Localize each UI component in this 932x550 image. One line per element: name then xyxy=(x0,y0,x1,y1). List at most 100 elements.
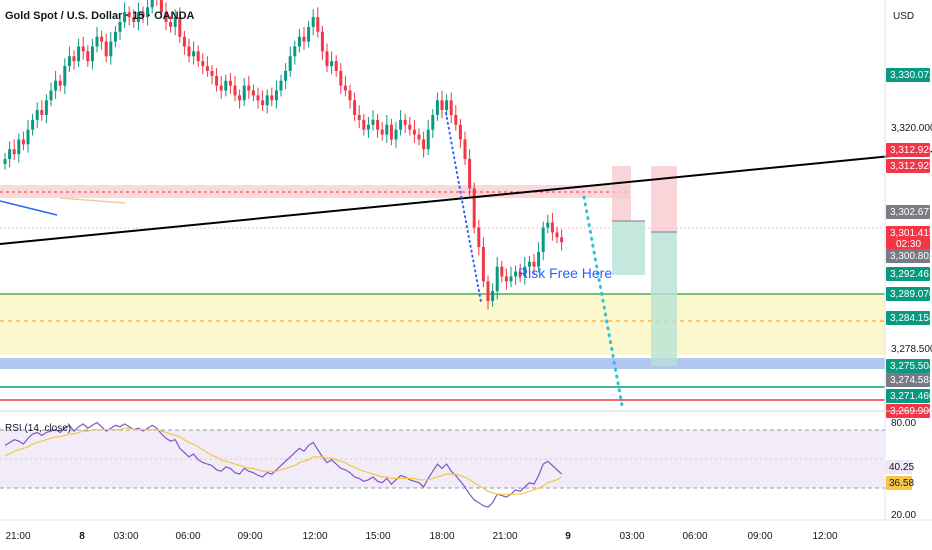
candle[interactable] xyxy=(357,105,361,129)
candle[interactable] xyxy=(449,92,453,124)
candle[interactable] xyxy=(297,28,301,53)
candle[interactable] xyxy=(178,7,182,43)
candle[interactable] xyxy=(256,87,260,109)
candle[interactable] xyxy=(113,25,117,48)
candle[interactable] xyxy=(72,50,76,70)
black-trend-line[interactable] xyxy=(0,151,932,245)
candle[interactable] xyxy=(334,55,338,77)
candles-group[interactable] xyxy=(3,0,564,310)
rsi-lines[interactable] xyxy=(4,421,563,508)
rsi-ma-line[interactable] xyxy=(4,427,562,495)
candle[interactable] xyxy=(31,114,35,136)
candle[interactable] xyxy=(555,226,559,244)
candle[interactable] xyxy=(173,9,177,36)
candle[interactable] xyxy=(270,87,274,107)
position-1-stop[interactable] xyxy=(612,166,631,221)
candle[interactable] xyxy=(58,74,62,92)
candle[interactable] xyxy=(518,263,522,283)
blue-trend-line[interactable] xyxy=(0,200,58,216)
candle[interactable] xyxy=(118,14,122,41)
candle[interactable] xyxy=(109,31,113,65)
candle[interactable] xyxy=(403,114,407,134)
candle[interactable] xyxy=(288,46,292,77)
candle[interactable] xyxy=(215,68,219,92)
candle[interactable] xyxy=(458,118,462,148)
candle[interactable] xyxy=(136,2,140,31)
candle[interactable] xyxy=(495,256,499,300)
candle[interactable] xyxy=(454,105,458,131)
candle[interactable] xyxy=(302,26,306,50)
candle[interactable] xyxy=(376,114,380,138)
candle[interactable] xyxy=(86,45,90,68)
candle[interactable] xyxy=(330,51,334,75)
candle[interactable] xyxy=(242,77,246,107)
candle[interactable] xyxy=(560,229,564,251)
candle[interactable] xyxy=(550,212,554,241)
candle[interactable] xyxy=(284,63,288,90)
candle[interactable] xyxy=(228,72,232,94)
candle[interactable] xyxy=(238,89,242,109)
candle[interactable] xyxy=(26,119,30,153)
candle[interactable] xyxy=(394,121,398,148)
candle[interactable] xyxy=(500,260,504,283)
candle[interactable] xyxy=(408,116,412,136)
candle[interactable] xyxy=(81,36,85,60)
candle[interactable] xyxy=(164,2,168,31)
candle[interactable] xyxy=(380,121,384,141)
candle[interactable] xyxy=(389,118,393,146)
candle[interactable] xyxy=(311,9,315,36)
candle[interactable] xyxy=(141,6,145,23)
candle[interactable] xyxy=(146,0,150,26)
candle[interactable] xyxy=(201,53,205,75)
candle[interactable] xyxy=(532,253,536,275)
candle[interactable] xyxy=(348,84,352,109)
candle[interactable] xyxy=(261,90,265,112)
candle[interactable] xyxy=(343,75,347,97)
candle[interactable] xyxy=(491,283,495,307)
candle[interactable] xyxy=(546,214,550,234)
candle[interactable] xyxy=(8,141,12,168)
candle[interactable] xyxy=(431,109,435,138)
candle[interactable] xyxy=(385,114,389,143)
candle[interactable] xyxy=(12,139,16,160)
candle[interactable] xyxy=(17,133,21,163)
candle[interactable] xyxy=(127,6,131,26)
candle[interactable] xyxy=(35,102,39,129)
candle[interactable] xyxy=(132,9,136,28)
candle[interactable] xyxy=(100,30,104,50)
candle[interactable] xyxy=(339,63,343,94)
candle[interactable] xyxy=(523,256,527,285)
position-2-target[interactable] xyxy=(651,232,677,366)
candle[interactable] xyxy=(472,182,476,234)
candle[interactable] xyxy=(316,7,320,38)
candle[interactable] xyxy=(169,16,173,33)
candle[interactable] xyxy=(224,74,228,97)
candle[interactable] xyxy=(77,38,81,68)
candle[interactable] xyxy=(440,90,444,119)
candle[interactable] xyxy=(21,131,25,151)
candle[interactable] xyxy=(123,2,127,28)
candle[interactable] xyxy=(514,265,518,285)
candle[interactable] xyxy=(537,242,541,273)
candle[interactable] xyxy=(265,89,269,114)
rsi-line[interactable] xyxy=(4,421,563,508)
candle[interactable] xyxy=(155,0,158,6)
candle[interactable] xyxy=(504,268,508,290)
candle[interactable] xyxy=(274,80,278,109)
candle[interactable] xyxy=(150,0,154,14)
candle[interactable] xyxy=(399,110,403,136)
candle[interactable] xyxy=(247,75,251,99)
candle[interactable] xyxy=(509,266,513,288)
candle[interactable] xyxy=(426,119,430,156)
candle[interactable] xyxy=(325,43,329,72)
candle[interactable] xyxy=(210,65,214,85)
candle[interactable] xyxy=(159,0,163,19)
candle[interactable] xyxy=(104,33,108,63)
candle[interactable] xyxy=(251,84,255,102)
candle[interactable] xyxy=(412,119,416,143)
candle[interactable] xyxy=(468,149,472,197)
candle[interactable] xyxy=(435,92,439,121)
candle[interactable] xyxy=(54,70,58,99)
candle[interactable] xyxy=(192,41,196,65)
